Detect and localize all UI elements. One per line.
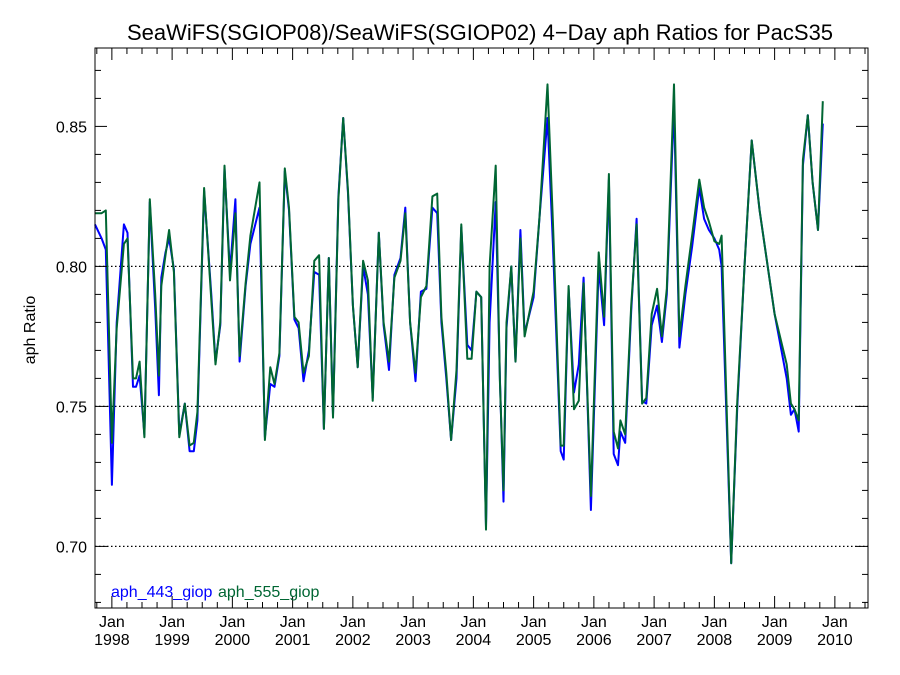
x-tick-label-month: Jan: [641, 614, 667, 631]
y-tick-label: 0.75: [56, 399, 87, 416]
gridlines: [95, 265, 868, 548]
x-tick-label-year: 2000: [215, 632, 251, 649]
x-tick-label-month: Jan: [460, 614, 486, 631]
y-tick-label: 0.85: [56, 119, 87, 136]
axis-ticks: 0.700.750.800.85Jan1998Jan1999Jan2000Jan…: [56, 48, 868, 649]
x-tick-label-month: Jan: [762, 614, 788, 631]
x-tick-label-year: 2006: [576, 632, 612, 649]
x-tick-label-month: Jan: [99, 614, 125, 631]
x-tick-label-year: 2007: [636, 632, 672, 649]
x-tick-label-month: Jan: [701, 614, 727, 631]
legend: aph_443_giop aph_555_giop: [111, 584, 320, 601]
x-tick-label-year: 2003: [395, 632, 431, 649]
x-tick-label-year: 2001: [275, 632, 311, 649]
x-tick-label-year: 2010: [817, 632, 853, 649]
series-line-aph-443-giop: [94, 103, 824, 565]
x-tick-label-year: 2005: [516, 632, 552, 649]
legend-entry-aph-443-giop: aph_443_giop: [111, 584, 213, 601]
x-tick-label-year: 1999: [154, 632, 190, 649]
series-lines: [94, 83, 824, 565]
x-tick-label-month: Jan: [521, 614, 547, 631]
chart-title: SeaWiFS(SGIOP08)/SeaWiFS(SGIOP02) 4−Day …: [127, 20, 833, 45]
x-tick-label-month: Jan: [400, 614, 426, 631]
x-tick-label-year: 2008: [697, 632, 733, 649]
x-tick-label-month: Jan: [581, 614, 607, 631]
x-tick-label-month: Jan: [340, 614, 366, 631]
plot-frame: [94, 47, 869, 609]
legend-entry-aph-555-giop: aph_555_giop: [218, 584, 320, 601]
y-tick-label: 0.70: [56, 539, 87, 556]
y-tick-label: 0.80: [56, 259, 87, 276]
x-tick-label-year: 2002: [335, 632, 371, 649]
x-tick-label-month: Jan: [159, 614, 185, 631]
x-tick-label-year: 1998: [94, 632, 130, 649]
series-line-aph-555-giop: [95, 83, 824, 565]
x-tick-label-month: Jan: [822, 614, 848, 631]
x-tick-label-year: 2009: [757, 632, 793, 649]
x-tick-label-year: 2004: [456, 632, 492, 649]
x-tick-label-month: Jan: [280, 614, 306, 631]
x-tick-label-month: Jan: [219, 614, 245, 631]
y-axis-label: aph Ratio: [22, 296, 39, 365]
